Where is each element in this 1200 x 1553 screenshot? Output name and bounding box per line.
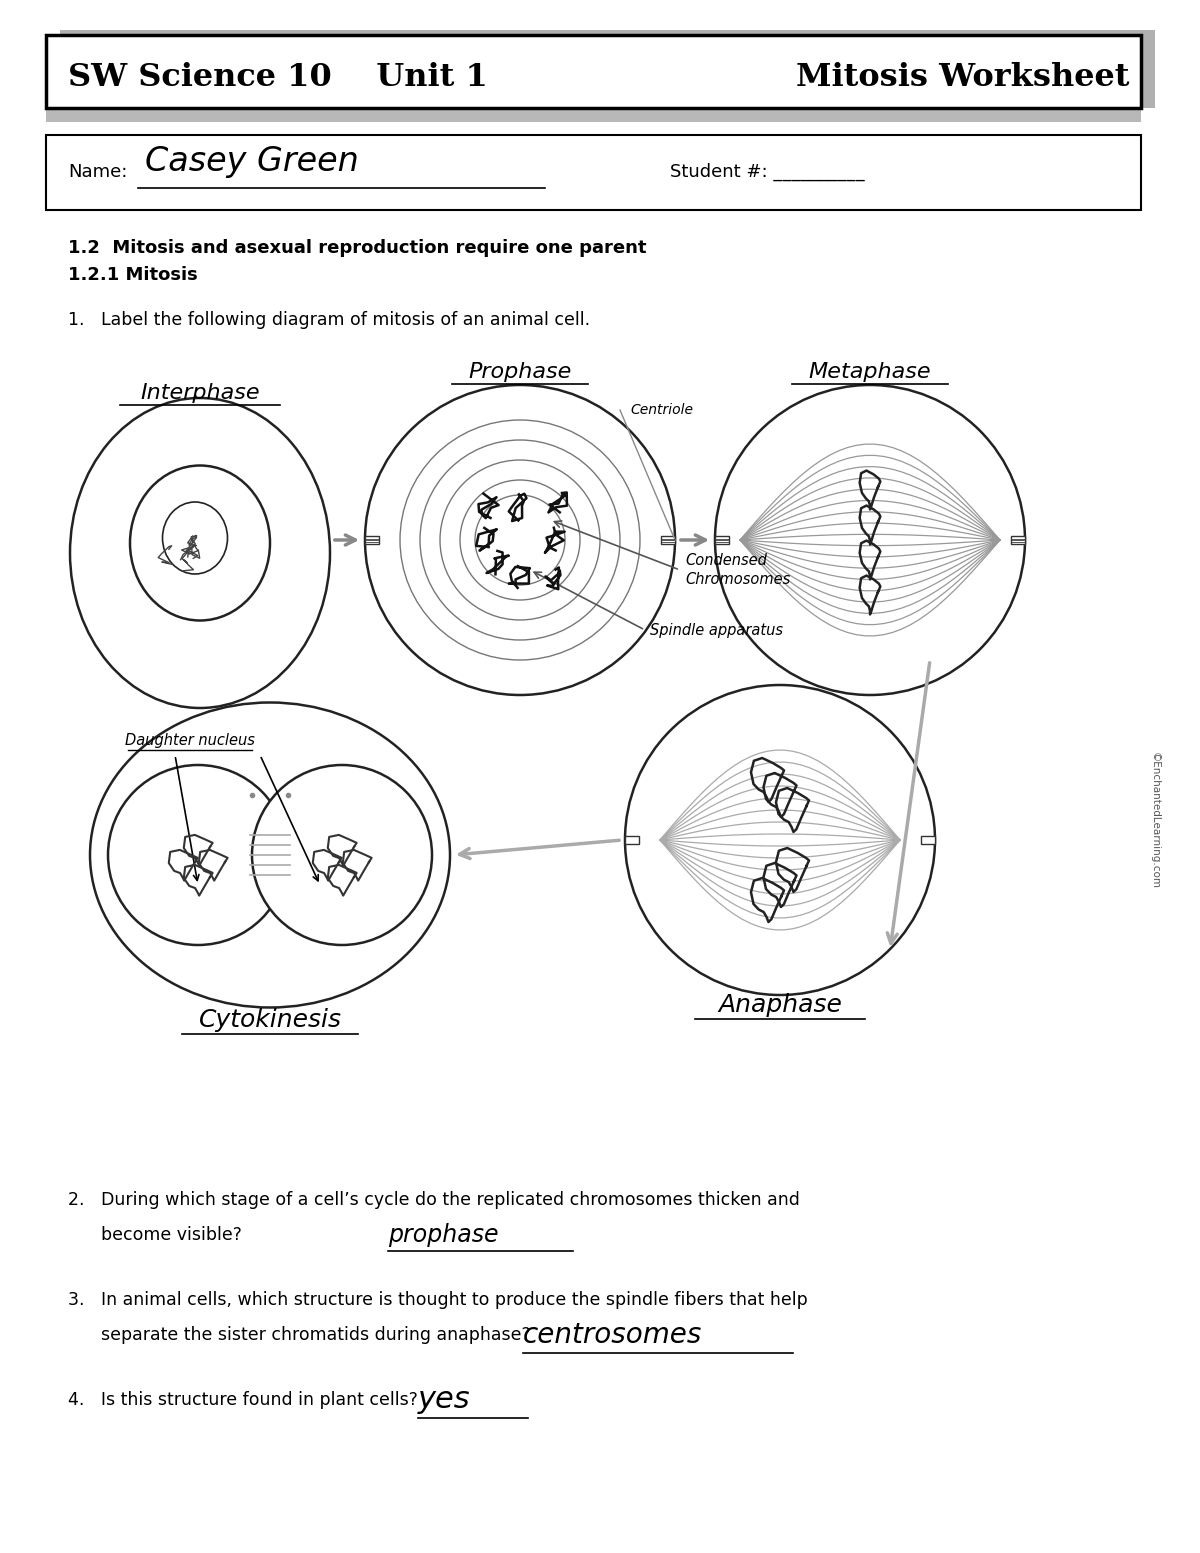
Circle shape — [715, 385, 1025, 696]
Circle shape — [252, 766, 432, 944]
Bar — [625, 836, 640, 843]
Circle shape — [625, 685, 935, 995]
FancyBboxPatch shape — [46, 106, 1141, 115]
Text: separate the sister chromatids during anaphase?: separate the sister chromatids during an… — [68, 1326, 541, 1343]
Ellipse shape — [162, 502, 228, 575]
Text: Metaphase: Metaphase — [809, 362, 931, 382]
FancyBboxPatch shape — [46, 36, 1141, 109]
Bar — [1010, 536, 1025, 544]
Text: Student #: __________: Student #: __________ — [670, 163, 865, 182]
Text: Centriole: Centriole — [630, 402, 694, 418]
Text: Interphase: Interphase — [140, 384, 260, 402]
Text: centrosomes: centrosomes — [523, 1322, 702, 1350]
Text: SW Science 10    Unit 1: SW Science 10 Unit 1 — [68, 62, 488, 93]
Text: prophase: prophase — [388, 1224, 498, 1247]
FancyBboxPatch shape — [46, 109, 1141, 123]
Ellipse shape — [130, 466, 270, 621]
Text: 4.   Is this structure found in plant cells?: 4. Is this structure found in plant cell… — [68, 1391, 428, 1409]
Text: become visible?: become visible? — [68, 1225, 253, 1244]
FancyBboxPatch shape — [46, 135, 1141, 210]
Text: Anaphase: Anaphase — [718, 992, 842, 1017]
Ellipse shape — [90, 702, 450, 1008]
FancyBboxPatch shape — [60, 30, 1154, 109]
Text: Cytokinesis: Cytokinesis — [198, 1008, 342, 1033]
Ellipse shape — [70, 398, 330, 708]
Text: ©EnchantedLearning.com: ©EnchantedLearning.com — [1150, 752, 1160, 888]
Bar — [922, 836, 935, 843]
Bar — [661, 536, 674, 544]
Text: 3.   In animal cells, which structure is thought to produce the spindle fibers t: 3. In animal cells, which structure is t… — [68, 1291, 808, 1309]
Circle shape — [108, 766, 288, 944]
Text: 1.2  Mitosis and asexual reproduction require one parent: 1.2 Mitosis and asexual reproduction req… — [68, 239, 647, 256]
Text: Casey Green: Casey Green — [145, 146, 359, 179]
Text: Prophase: Prophase — [468, 362, 571, 382]
Text: yes: yes — [418, 1385, 470, 1415]
Text: Condensed
Chromosomes: Condensed Chromosomes — [685, 553, 791, 587]
Text: Name:: Name: — [68, 163, 127, 182]
Bar — [715, 536, 730, 544]
Text: 1.   Label the following diagram of mitosis of an animal cell.: 1. Label the following diagram of mitosi… — [68, 311, 590, 329]
Text: Spindle apparatus: Spindle apparatus — [650, 623, 784, 637]
Text: 2.   During which stage of a cell’s cycle do the replicated chromosomes thicken : 2. During which stage of a cell’s cycle … — [68, 1191, 800, 1208]
Text: Mitosis Worksheet: Mitosis Worksheet — [797, 62, 1130, 93]
Bar — [365, 536, 379, 544]
Text: Daughter nucleus: Daughter nucleus — [125, 733, 254, 747]
Circle shape — [365, 385, 674, 696]
Text: 1.2.1 Mitosis: 1.2.1 Mitosis — [68, 266, 198, 284]
